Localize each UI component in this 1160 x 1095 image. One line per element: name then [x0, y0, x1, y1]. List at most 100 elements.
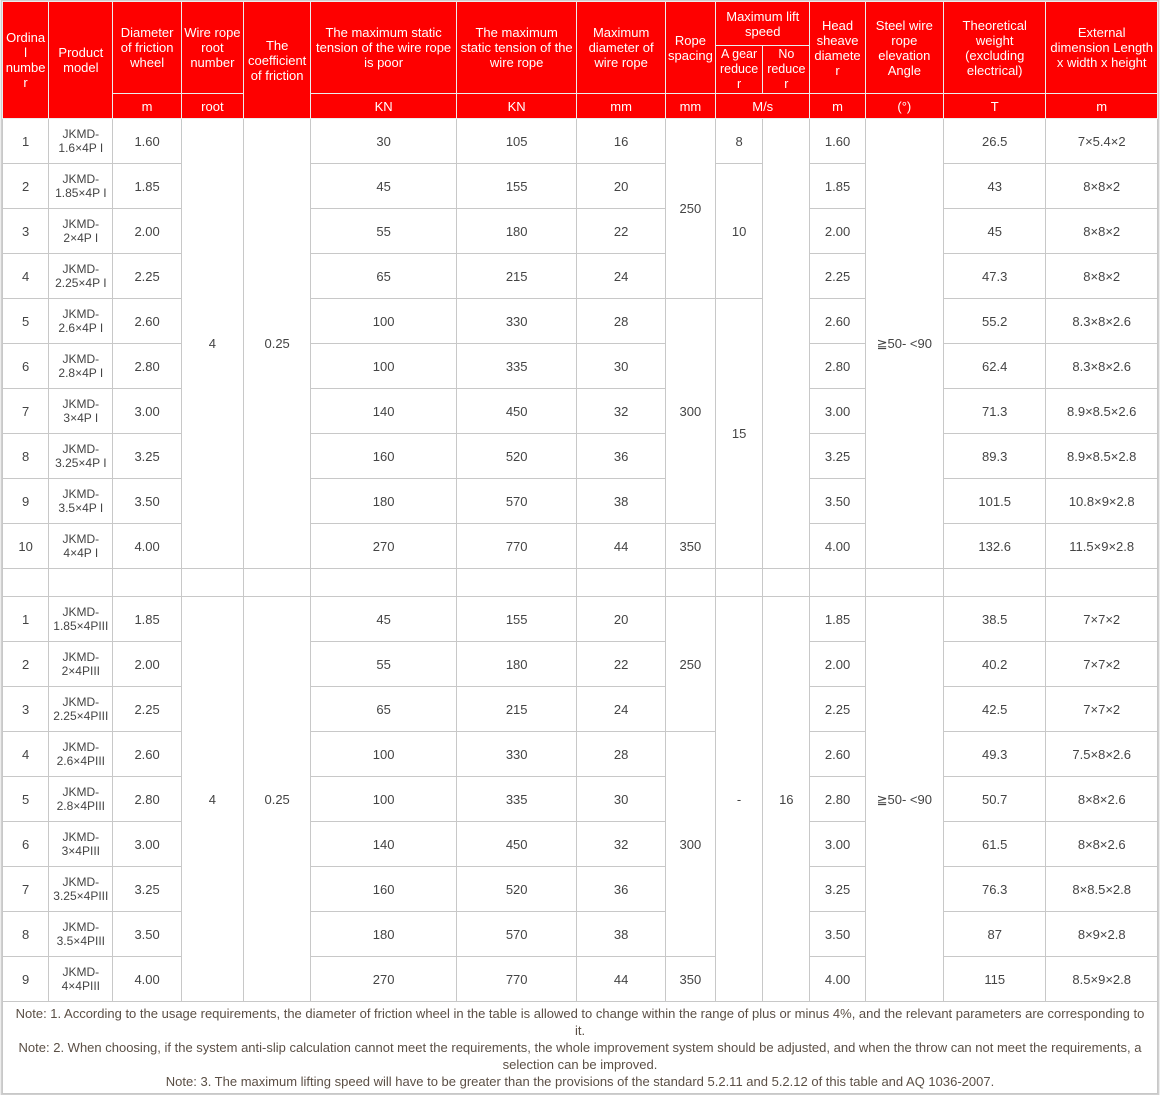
cell-ordinal: 5 — [1, 298, 50, 344]
table-row: 7 JKMD-3.25×4PIII 3.25 160 520 36 3.25 7… — [1, 866, 1158, 912]
cell-weight: 47.3 — [942, 253, 1047, 299]
cell-rope-diameter: 30 — [576, 776, 666, 822]
cell-tension-difference: 100 — [310, 298, 457, 344]
cell-ordinal: 2 — [1, 641, 50, 687]
col-header-max-static-tension: The maximum static tension of the wire r… — [455, 1, 578, 94]
cell-max-tension: 215 — [455, 253, 578, 299]
cell-ordinal: 4 — [1, 731, 50, 777]
cell-tension-difference: 65 — [310, 253, 457, 299]
cell-rope-spacing: 350 — [664, 523, 717, 569]
cell-product-model: JKMD-2×4PIII — [48, 641, 114, 687]
cell-product-model: JKMD-3.5×4P I — [48, 478, 114, 524]
table-row: 4 JKMD-2.6×4PIII 2.60 100 330 28 300 2.6… — [1, 731, 1158, 957]
cell-dimensions: 8×8×2.6 — [1045, 776, 1158, 822]
cell-dimensions: 8×8.5×2.8 — [1045, 866, 1158, 912]
cell-product-model: JKMD-2.8×4P I — [48, 343, 114, 389]
cell-weight: 87 — [942, 911, 1047, 957]
cell-weight: 45 — [942, 208, 1047, 254]
cell-head-sheave: 2.60 — [809, 298, 866, 344]
cell-ordinal: 3 — [1, 208, 50, 254]
cell-product-model: JKMD-1.85×4P I — [48, 163, 114, 209]
table-row: 1 JKMD-1.6×4P I 1.60 4 0.25 30 105 16 25… — [1, 118, 1158, 569]
col-header-friction-coefficient: The coefficient of friction — [242, 1, 312, 119]
unit-weight: T — [942, 93, 1047, 119]
table-row: 5 JKMD-2.6×4P I 2.60 100 330 28 300 15 2… — [1, 298, 1158, 569]
cell-head-sheave: 1.85 — [809, 596, 866, 642]
cell-rope-spacing: 250 — [664, 118, 717, 299]
header-row-units: m root KN KN mm mm M/s m (°) T m — [3, 93, 1158, 119]
cell-weight: 43 — [942, 163, 1047, 209]
cell-wheel-diameter: 1.85 — [112, 596, 182, 642]
cell-ordinal: 9 — [1, 478, 50, 524]
table-row: 4 JKMD-2.25×4P I 2.25 65 215 24 2.25 47.… — [1, 253, 1158, 299]
cell-gear-reducer-speed: 15 — [714, 298, 764, 569]
cell-friction-coefficient: 0.25 — [242, 118, 312, 569]
cell-tension-difference: 30 — [310, 118, 457, 164]
cell-rope-diameter: 24 — [576, 253, 666, 299]
cell-tension-difference: 140 — [310, 821, 457, 867]
cell-tension-difference: 140 — [310, 388, 457, 434]
cell-rope-diameter: 32 — [576, 388, 666, 434]
cell-elevation-angle: ≧50- <90 — [864, 596, 944, 1002]
cell-dimensions: 8×9×2.8 — [1045, 911, 1158, 957]
cell-rope-diameter: 38 — [576, 478, 666, 524]
cell-max-tension: 215 — [455, 686, 578, 732]
cell-weight: 101.5 — [942, 478, 1047, 524]
cell-dimensions: 8×8×2 — [1045, 163, 1158, 209]
cell-weight: 115 — [942, 956, 1047, 1002]
cell-head-sheave: 2.60 — [809, 731, 866, 777]
unit-elevation-angle: (°) — [864, 93, 944, 119]
cell-max-tension: 770 — [455, 956, 578, 1002]
cell-weight: 62.4 — [942, 343, 1047, 389]
cell-head-sheave: 1.60 — [809, 118, 866, 164]
cell-wheel-diameter: 3.25 — [112, 866, 182, 912]
table-row: 2 JKMD-2×4PIII 2.00 55 180 22 2.00 40.2 … — [1, 641, 1158, 687]
cell-dimensions: 7.5×8×2.6 — [1045, 731, 1158, 777]
cell-wheel-diameter: 4.00 — [112, 523, 182, 569]
cell-weight: 40.2 — [942, 641, 1047, 687]
cell-wheel-diameter: 2.80 — [112, 776, 182, 822]
cell-rope-diameter: 44 — [576, 956, 666, 1002]
cell-dimensions: 7×7×2 — [1045, 686, 1158, 732]
cell-weight: 49.3 — [942, 731, 1047, 777]
col-header-max-lift-speed: Maximum lift speed — [714, 1, 811, 46]
cell-product-model: JKMD-4×4PIII — [48, 956, 114, 1002]
cell-rope-spacing: 250 — [664, 596, 717, 732]
cell-no-reducer-speed: 16 — [762, 596, 811, 1002]
table-row: 3 JKMD-2.25×4PIII 2.25 65 215 24 2.25 42… — [1, 686, 1158, 732]
table-row: 6 JKMD-2.8×4P I 2.80 100 335 30 2.80 62.… — [1, 343, 1158, 389]
cell-rope-diameter: 38 — [576, 911, 666, 957]
cell-ordinal: 4 — [1, 253, 50, 299]
cell-dimensions: 7×7×2 — [1045, 641, 1158, 687]
unit-head-sheave: m — [809, 93, 866, 119]
cell-max-tension: 335 — [455, 343, 578, 389]
table-row: 8 JKMD-3.5×4PIII 3.50 180 570 38 3.50 87… — [1, 911, 1158, 957]
cell-product-model: JKMD-3×4P I — [48, 388, 114, 434]
cell-wheel-diameter: 2.60 — [112, 731, 182, 777]
section-separator-row — [1, 568, 1158, 597]
cell-weight: 50.7 — [942, 776, 1047, 822]
cell-product-model: JKMD-2.6×4P I — [48, 298, 114, 344]
cell-dimensions: 8.3×8×2.6 — [1045, 343, 1158, 389]
unit-tension-difference: KN — [310, 93, 457, 119]
cell-rope-spacing: 350 — [664, 956, 717, 1002]
cell-ordinal: 7 — [1, 388, 50, 434]
cell-gear-reducer-speed: 8 — [714, 118, 764, 164]
col-header-no-reducer: No reducer — [762, 45, 811, 94]
cell-dimensions: 10.8×9×2.8 — [1045, 478, 1158, 524]
cell-max-tension: 180 — [455, 641, 578, 687]
cell-product-model: JKMD-2.25×4P I — [48, 253, 114, 299]
cell-rope-diameter: 44 — [576, 523, 666, 569]
cell-rope-spacing: 300 — [664, 298, 717, 524]
cell-ordinal: 8 — [1, 911, 50, 957]
cell-product-model: JKMD-3×4PIII — [48, 821, 114, 867]
cell-product-model: JKMD-2.25×4PIII — [48, 686, 114, 732]
unit-dimensions: m — [1045, 93, 1158, 119]
header-row-subtitles: A gear reducer No reducer — [3, 45, 1158, 94]
cell-head-sheave: 2.00 — [809, 641, 866, 687]
cell-max-tension: 520 — [455, 866, 578, 912]
notes-area: Note: 1. According to the usage requirem… — [2, 1001, 1158, 1094]
cell-max-tension: 155 — [455, 163, 578, 209]
col-header-max-static-tension-difference: The maximum static tension of the wire r… — [310, 1, 457, 94]
cell-ordinal: 7 — [1, 866, 50, 912]
